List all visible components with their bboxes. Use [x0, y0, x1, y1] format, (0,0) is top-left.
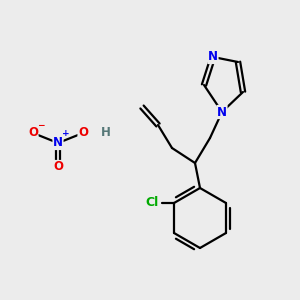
Text: O: O [78, 125, 88, 139]
Text: +: + [62, 130, 70, 139]
Text: N: N [53, 136, 63, 149]
Text: Cl: Cl [146, 196, 159, 209]
Text: O: O [28, 125, 38, 139]
Text: O: O [53, 160, 63, 173]
Text: N: N [208, 50, 218, 64]
Text: N: N [217, 106, 227, 118]
Text: −: − [37, 121, 45, 130]
Text: H: H [101, 125, 111, 139]
